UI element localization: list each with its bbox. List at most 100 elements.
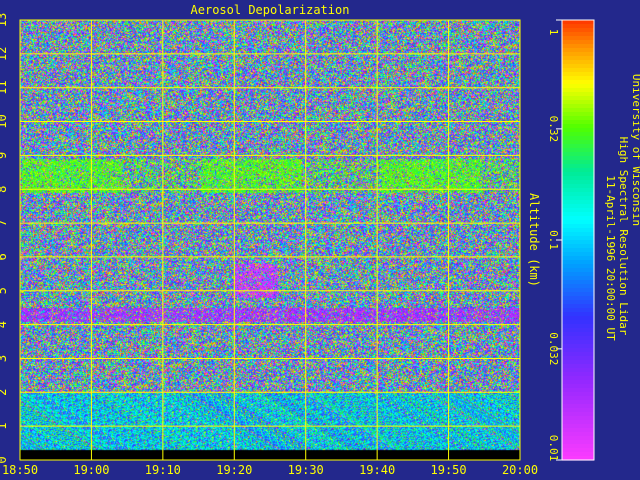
colorbar-swatch bbox=[562, 40, 594, 45]
colorbar-swatch bbox=[562, 24, 594, 29]
depolarization-heatmap bbox=[20, 20, 520, 460]
colorbar-tick-label: 1 bbox=[547, 29, 560, 36]
colorbar-swatch bbox=[562, 224, 594, 229]
colorbar-swatch bbox=[562, 148, 594, 153]
colorbar bbox=[561, 19, 595, 461]
x-tick-label: 20:00 bbox=[502, 463, 538, 477]
colorbar-swatch bbox=[562, 288, 594, 293]
colorbar-swatch bbox=[562, 28, 594, 33]
colorbar-swatch bbox=[562, 72, 594, 77]
colorbar-tick-label: 0.32 bbox=[547, 116, 560, 143]
credit-instrument: High Spectral Resolution Lidar bbox=[617, 137, 630, 336]
colorbar-swatch bbox=[562, 352, 594, 357]
colorbar-swatch bbox=[562, 216, 594, 221]
colorbar-swatch bbox=[562, 332, 594, 337]
x-tick-label: 19:50 bbox=[431, 463, 467, 477]
colorbar-swatch bbox=[562, 184, 594, 189]
colorbar-tick-label: 0.01 bbox=[547, 435, 560, 462]
colorbar-swatch bbox=[562, 144, 594, 149]
colorbar-swatch bbox=[562, 256, 594, 261]
colorbar-swatch bbox=[562, 356, 594, 361]
colorbar-swatch bbox=[562, 76, 594, 81]
colorbar-swatch bbox=[562, 48, 594, 53]
credit-institution: University of Wisconsin bbox=[630, 74, 640, 226]
colorbar-swatch bbox=[562, 248, 594, 253]
colorbar-swatch bbox=[562, 228, 594, 233]
colorbar-swatch bbox=[562, 404, 594, 409]
colorbar-swatch bbox=[562, 432, 594, 437]
colorbar-swatch bbox=[562, 296, 594, 301]
colorbar-swatch bbox=[562, 100, 594, 105]
x-tick-label: 19:30 bbox=[288, 463, 324, 477]
colorbar-swatch bbox=[562, 380, 594, 385]
colorbar-swatch bbox=[562, 316, 594, 321]
colorbar-swatch bbox=[562, 264, 594, 269]
colorbar-swatch bbox=[562, 208, 594, 213]
x-tick-label: 19:40 bbox=[359, 463, 395, 477]
colorbar-swatch bbox=[562, 340, 594, 345]
y-tick-label: 5 bbox=[0, 287, 9, 294]
colorbar-swatch bbox=[562, 292, 594, 297]
colorbar-swatch bbox=[562, 376, 594, 381]
credit-datetime: 11-April-1996 20:00:00 UT bbox=[604, 175, 617, 341]
x-tick-label: 19:00 bbox=[73, 463, 109, 477]
colorbar-swatch bbox=[562, 88, 594, 93]
y-tick-label: 6 bbox=[0, 253, 9, 260]
colorbar-tick-labels: 1 0.32 0.1 0.032 0.01 bbox=[547, 19, 562, 462]
y-axis-label: Altitude (km) bbox=[527, 193, 541, 287]
colorbar-swatch bbox=[562, 348, 594, 353]
y-tick-label: 4 bbox=[0, 321, 9, 328]
colorbar-tick-label: 0.032 bbox=[547, 332, 560, 365]
colorbar-swatch bbox=[562, 156, 594, 161]
colorbar-swatch bbox=[562, 68, 594, 73]
colorbar-swatch bbox=[562, 196, 594, 201]
colorbar-swatch bbox=[562, 220, 594, 225]
colorbar-swatch bbox=[562, 200, 594, 205]
colorbar-swatch bbox=[562, 416, 594, 421]
colorbar-swatch bbox=[562, 52, 594, 57]
colorbar-swatch bbox=[562, 440, 594, 445]
colorbar-swatch bbox=[562, 324, 594, 329]
y-tick-label: 10 bbox=[0, 114, 9, 128]
colorbar-swatch bbox=[562, 20, 594, 25]
colorbar-swatch bbox=[562, 132, 594, 137]
colorbar-swatch bbox=[562, 32, 594, 37]
colorbar-swatch bbox=[562, 160, 594, 165]
colorbar-swatch bbox=[562, 396, 594, 401]
colorbar-swatch bbox=[562, 312, 594, 317]
y-tick-label: 8 bbox=[0, 186, 9, 193]
colorbar-swatch bbox=[562, 436, 594, 441]
colorbar-swatch bbox=[562, 260, 594, 265]
colorbar-swatch bbox=[562, 240, 594, 245]
y-tick-label: 7 bbox=[0, 219, 9, 226]
colorbar-swatch bbox=[562, 384, 594, 389]
colorbar-swatch bbox=[562, 128, 594, 133]
colorbar-swatch bbox=[562, 268, 594, 273]
colorbar-swatch bbox=[562, 112, 594, 117]
colorbar-swatch bbox=[562, 364, 594, 369]
colorbar-swatch bbox=[562, 140, 594, 145]
colorbar-swatch bbox=[562, 368, 594, 373]
colorbar-swatch bbox=[562, 456, 594, 461]
colorbar-swatch bbox=[562, 336, 594, 341]
colorbar-swatch bbox=[562, 284, 594, 289]
colorbar-swatch bbox=[562, 116, 594, 121]
colorbar-swatch bbox=[562, 424, 594, 429]
colorbar-swatch bbox=[562, 388, 594, 393]
colorbar-swatch bbox=[562, 96, 594, 101]
x-tick-label: 19:20 bbox=[216, 463, 252, 477]
colorbar-swatch bbox=[562, 188, 594, 193]
colorbar-swatch bbox=[562, 136, 594, 141]
colorbar-swatch bbox=[562, 180, 594, 185]
colorbar-swatch bbox=[562, 84, 594, 89]
y-tick-labels: 012345678910111213 bbox=[0, 13, 9, 464]
colorbar-swatch bbox=[562, 244, 594, 249]
colorbar-swatch bbox=[562, 280, 594, 285]
colorbar-swatch bbox=[562, 300, 594, 305]
colorbar-swatch bbox=[562, 172, 594, 177]
y-tick-label: 1 bbox=[0, 423, 9, 430]
colorbar-swatch bbox=[562, 232, 594, 237]
y-tick-label: 11 bbox=[0, 80, 9, 94]
colorbar-swatch bbox=[562, 108, 594, 113]
